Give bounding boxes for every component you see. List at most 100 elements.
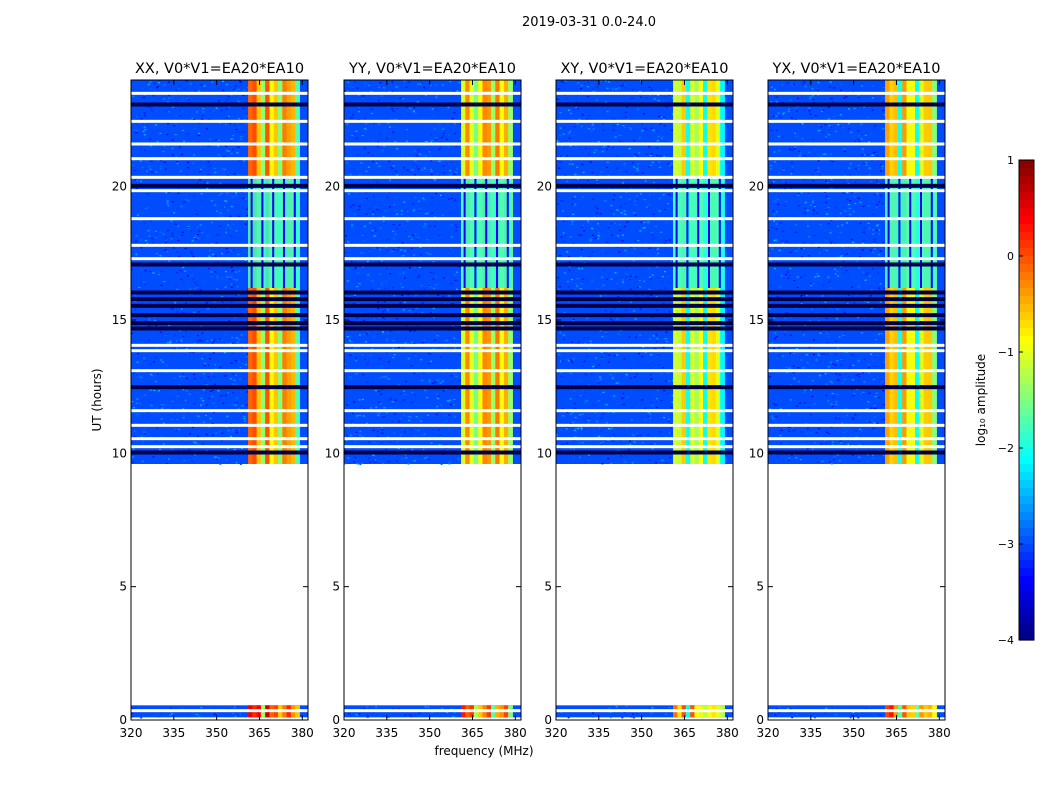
flagged-row xyxy=(768,102,945,107)
colorbar-segment xyxy=(1019,600,1034,609)
colorbar-tick-label: −2 xyxy=(998,442,1014,455)
colorbar-segment xyxy=(1019,440,1034,449)
panel-frame xyxy=(555,79,734,721)
flagged-row xyxy=(131,262,308,267)
flagged-row xyxy=(344,175,521,179)
colorbar-segment xyxy=(1019,432,1034,441)
flagged-row xyxy=(344,262,521,267)
flagged-row xyxy=(344,303,521,308)
flagged-row xyxy=(131,243,308,247)
colorbar-segment xyxy=(1019,160,1034,169)
flagged-row xyxy=(556,297,733,302)
x-tick-label: 350 xyxy=(205,726,228,740)
flagged-row xyxy=(556,303,733,308)
band-gap-line xyxy=(463,178,466,288)
panel-title: YY, V0*V1=EA20*EA10 xyxy=(348,61,516,77)
y-tick-label: 0 xyxy=(119,713,127,727)
panel-title: XX, V0*V1=EA20*EA10 xyxy=(135,61,304,77)
colorbar-segment xyxy=(1019,240,1034,249)
flagged-row xyxy=(556,217,733,221)
colorbar-segment xyxy=(1019,176,1034,185)
x-tick-label: 350 xyxy=(842,726,865,740)
flagged-row xyxy=(344,183,521,188)
colorbar-frame xyxy=(1018,159,1035,641)
flagged-row xyxy=(556,290,733,295)
flagged-row xyxy=(556,437,733,441)
panel-title: XY, V0*V1=EA20*EA10 xyxy=(560,61,728,77)
colorbar-segment xyxy=(1019,200,1034,209)
flagged-row xyxy=(131,102,308,107)
flagged-row xyxy=(131,369,308,373)
flagged-row xyxy=(131,142,308,146)
flagged-row xyxy=(768,243,945,247)
colorbar-segment xyxy=(1019,592,1034,601)
colorbar-tick-label: −3 xyxy=(998,538,1014,551)
panel-heatmap xyxy=(768,80,945,719)
colorbar-segment xyxy=(1019,224,1034,233)
x-tick-label: 320 xyxy=(545,726,568,740)
flagged-row xyxy=(768,142,945,146)
band-gap-line xyxy=(261,178,264,288)
y-tick-label: 20 xyxy=(112,180,127,194)
y-tick-label: 5 xyxy=(756,580,764,594)
panel-heatmap xyxy=(344,80,521,719)
colorbar-segment xyxy=(1019,376,1034,385)
colorbar-segment xyxy=(1019,624,1034,633)
flagged-row xyxy=(768,321,945,326)
colorbar-segment xyxy=(1019,616,1034,625)
y-tick-label: 5 xyxy=(119,580,127,594)
colorbar-segment xyxy=(1019,584,1034,593)
colorbar-segment xyxy=(1019,560,1034,569)
panel-frame xyxy=(767,79,946,721)
x-tick-label: 365 xyxy=(885,726,908,740)
flagged-row xyxy=(131,290,308,295)
flagged-row xyxy=(344,157,521,161)
flagged-row xyxy=(556,321,733,326)
y-tick-label: 5 xyxy=(544,580,552,594)
x-tick-label: 380 xyxy=(716,726,739,740)
colorbar-segment xyxy=(1019,168,1034,177)
flagged-row xyxy=(344,217,521,221)
flagged-row xyxy=(768,217,945,221)
y-axis-label: UT (hours) xyxy=(90,368,104,431)
x-tick-label: 365 xyxy=(248,726,271,740)
flagged-row xyxy=(768,385,945,390)
colorbar-segment xyxy=(1019,456,1034,465)
colorbar-segment xyxy=(1019,480,1034,489)
colorbar-segment xyxy=(1019,360,1034,369)
band-gap-line xyxy=(718,178,721,288)
colorbar-segment xyxy=(1019,208,1034,217)
flagged-row xyxy=(131,423,308,427)
band-gap-line xyxy=(898,178,901,288)
flagged-row xyxy=(344,450,521,455)
flagged-row xyxy=(131,119,308,123)
colorbar-segment xyxy=(1019,304,1034,313)
flagged-row xyxy=(768,423,945,427)
flagged-row xyxy=(344,343,521,347)
flagged-row xyxy=(344,369,521,373)
colorbar-segment xyxy=(1019,248,1034,257)
colorbar-tick-label: −1 xyxy=(998,346,1014,359)
colorbar-segment xyxy=(1019,344,1034,353)
flagged-row xyxy=(131,175,308,179)
colorbar-segment xyxy=(1019,400,1034,409)
colorbar-segment xyxy=(1019,320,1034,329)
flagged-row xyxy=(344,243,521,247)
flagged-row xyxy=(344,349,521,353)
flagged-row xyxy=(131,450,308,455)
flagged-row xyxy=(768,189,945,193)
panel-title: YX, V0*V1=EA20*EA10 xyxy=(771,61,940,77)
colorbar-segment xyxy=(1019,576,1034,585)
panel-2: XY, V0*V1=EA20*EA10 320 335 350 365 380 0 5 10 15… xyxy=(537,61,739,740)
y-tick-label: 10 xyxy=(749,446,764,460)
flagged-row xyxy=(344,290,521,295)
flagged-row xyxy=(344,709,521,713)
panel-frame xyxy=(343,79,522,721)
colorbar-segment xyxy=(1019,288,1034,297)
band-gap-line xyxy=(485,178,488,288)
x-tick-label: 380 xyxy=(291,726,314,740)
colorbar-tick-label: 0 xyxy=(1007,250,1014,263)
flagged-row xyxy=(344,257,521,261)
colorbar-segment xyxy=(1019,328,1034,337)
colorbar-segment xyxy=(1019,352,1034,361)
